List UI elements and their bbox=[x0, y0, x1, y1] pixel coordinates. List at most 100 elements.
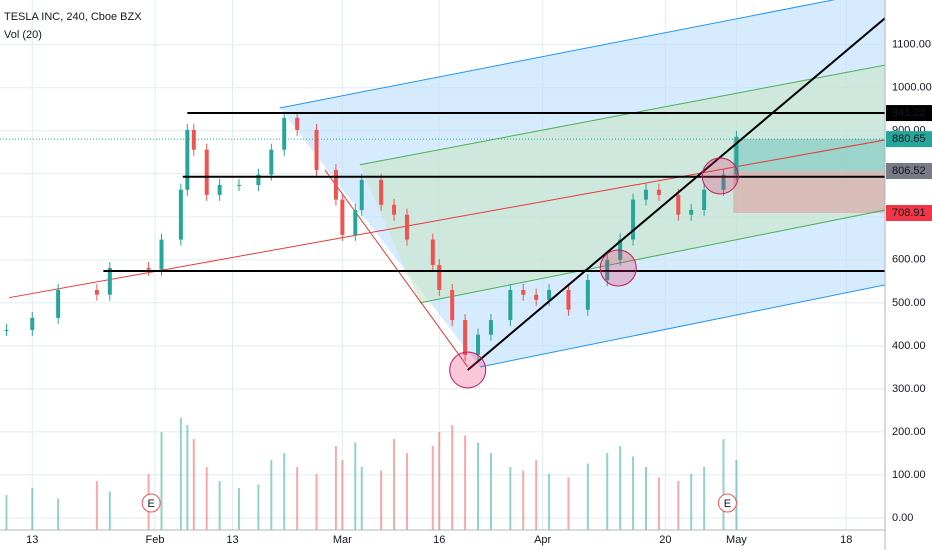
indicator-label: Vol (20) bbox=[4, 29, 42, 41]
x-tick-label: May bbox=[726, 534, 747, 546]
price-label: 806.52 bbox=[892, 165, 926, 177]
candle-body bbox=[430, 239, 435, 265]
volume-bar bbox=[31, 488, 34, 530]
volume-bar bbox=[334, 446, 337, 530]
candle-body bbox=[256, 174, 261, 185]
volume-bar bbox=[179, 418, 182, 530]
x-tick-label: Feb bbox=[146, 534, 165, 546]
volume-bar bbox=[354, 442, 357, 530]
y-tick-label: 300.00 bbox=[892, 383, 926, 395]
volume-bar bbox=[548, 474, 551, 530]
candle-body bbox=[676, 194, 681, 215]
price-label-bg bbox=[886, 131, 932, 148]
volume-bar bbox=[464, 435, 467, 530]
candle-body bbox=[204, 149, 209, 195]
candle-body bbox=[437, 265, 442, 290]
candle-body bbox=[185, 129, 190, 190]
volume-bar bbox=[283, 453, 286, 530]
x-tick-label: 16 bbox=[433, 534, 445, 546]
volume-bar bbox=[360, 467, 363, 530]
x-tick-label: 18 bbox=[840, 534, 852, 546]
x-tick-label: 13 bbox=[26, 534, 38, 546]
volume-bar bbox=[477, 442, 480, 530]
candle-body bbox=[643, 189, 648, 200]
candle-body bbox=[379, 179, 384, 205]
candle-body bbox=[689, 209, 694, 215]
y-tick-label: 0.00 bbox=[892, 512, 913, 524]
price-label-bg bbox=[886, 204, 932, 221]
volume-bar bbox=[677, 481, 680, 530]
volume-bar bbox=[192, 439, 195, 530]
volume-bar bbox=[606, 453, 609, 530]
pitchfork-line bbox=[479, 284, 885, 368]
candle-body bbox=[94, 289, 99, 295]
candle-body bbox=[734, 136, 739, 175]
candle-body bbox=[217, 184, 222, 195]
pitchfork-inner-fill bbox=[359, 65, 885, 303]
trend-line bbox=[467, 16, 885, 371]
volume-bar bbox=[238, 488, 241, 530]
candle-body bbox=[340, 199, 345, 235]
y-tick-label: 600.00 bbox=[892, 254, 926, 266]
candle-body bbox=[488, 320, 493, 335]
volume-bar bbox=[438, 432, 441, 530]
volume-bar bbox=[535, 460, 538, 530]
y-tick-label: 1100.00 bbox=[892, 39, 931, 51]
pitchfork-line bbox=[359, 64, 885, 166]
volume-bar bbox=[586, 463, 589, 530]
candle-body bbox=[30, 317, 35, 330]
volume-bar bbox=[380, 470, 383, 530]
candle-body bbox=[547, 289, 552, 300]
candle-body bbox=[146, 268, 151, 270]
volume-bar bbox=[451, 425, 454, 530]
candle-body bbox=[295, 117, 300, 130]
candle-body bbox=[585, 280, 590, 310]
volume-bar bbox=[509, 467, 512, 530]
candle-body bbox=[605, 259, 610, 281]
volume-bar bbox=[431, 446, 434, 530]
candle-body bbox=[159, 239, 164, 270]
volume-bar bbox=[218, 481, 221, 530]
price-label: 708.91 bbox=[892, 207, 926, 219]
candle-body bbox=[191, 129, 196, 150]
volume-bar bbox=[270, 460, 273, 530]
x-tick-label: 13 bbox=[226, 534, 238, 546]
earnings-label: E bbox=[147, 498, 154, 510]
y-tick-label: 500.00 bbox=[892, 297, 926, 309]
candle-body bbox=[4, 329, 9, 331]
candle-body bbox=[107, 268, 112, 295]
volume-bar bbox=[722, 439, 725, 530]
x-tick-label: Apr bbox=[534, 534, 551, 546]
candle-body bbox=[463, 320, 468, 355]
candle-body bbox=[359, 179, 364, 210]
chart-title: TESLA INC, 240, Cboe BZX bbox=[4, 11, 142, 23]
candle-body bbox=[392, 204, 397, 215]
volume-bar bbox=[5, 495, 8, 530]
earnings-label: E bbox=[724, 498, 731, 510]
candle-body bbox=[314, 129, 319, 170]
y-tick-label: 200.00 bbox=[892, 426, 926, 438]
candle-body bbox=[566, 289, 571, 310]
volume-bar bbox=[186, 425, 189, 530]
earnings-marker bbox=[717, 493, 737, 513]
price-label-bg bbox=[886, 162, 932, 179]
x-tick-label: Mar bbox=[333, 534, 352, 546]
volume-bar bbox=[57, 498, 60, 530]
y-tick-label: 100.00 bbox=[892, 469, 926, 481]
candle-body bbox=[508, 289, 513, 321]
candle-body bbox=[282, 117, 287, 150]
volume-bar bbox=[690, 474, 693, 530]
y-tick-label: 1000.00 bbox=[892, 82, 932, 94]
candle-body bbox=[404, 214, 409, 240]
candle-body bbox=[178, 189, 183, 240]
volume-bar bbox=[393, 439, 396, 530]
volume-bar bbox=[315, 474, 318, 530]
volume-bar bbox=[619, 446, 622, 530]
volume-bar bbox=[567, 477, 570, 530]
price-label: 880.65 bbox=[892, 133, 926, 145]
candle-body bbox=[56, 289, 61, 318]
axes: 0.00 100.00 200.00 300.00 400.00 500.00 600.00… bbox=[26, 39, 932, 546]
volume-bar bbox=[632, 456, 635, 530]
